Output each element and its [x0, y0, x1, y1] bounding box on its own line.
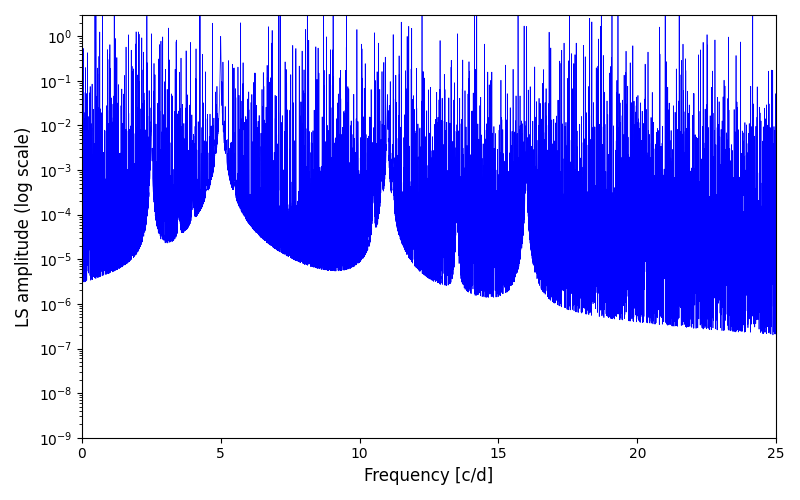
Y-axis label: LS amplitude (log scale): LS amplitude (log scale) [15, 126, 33, 326]
X-axis label: Frequency [c/d]: Frequency [c/d] [364, 467, 494, 485]
